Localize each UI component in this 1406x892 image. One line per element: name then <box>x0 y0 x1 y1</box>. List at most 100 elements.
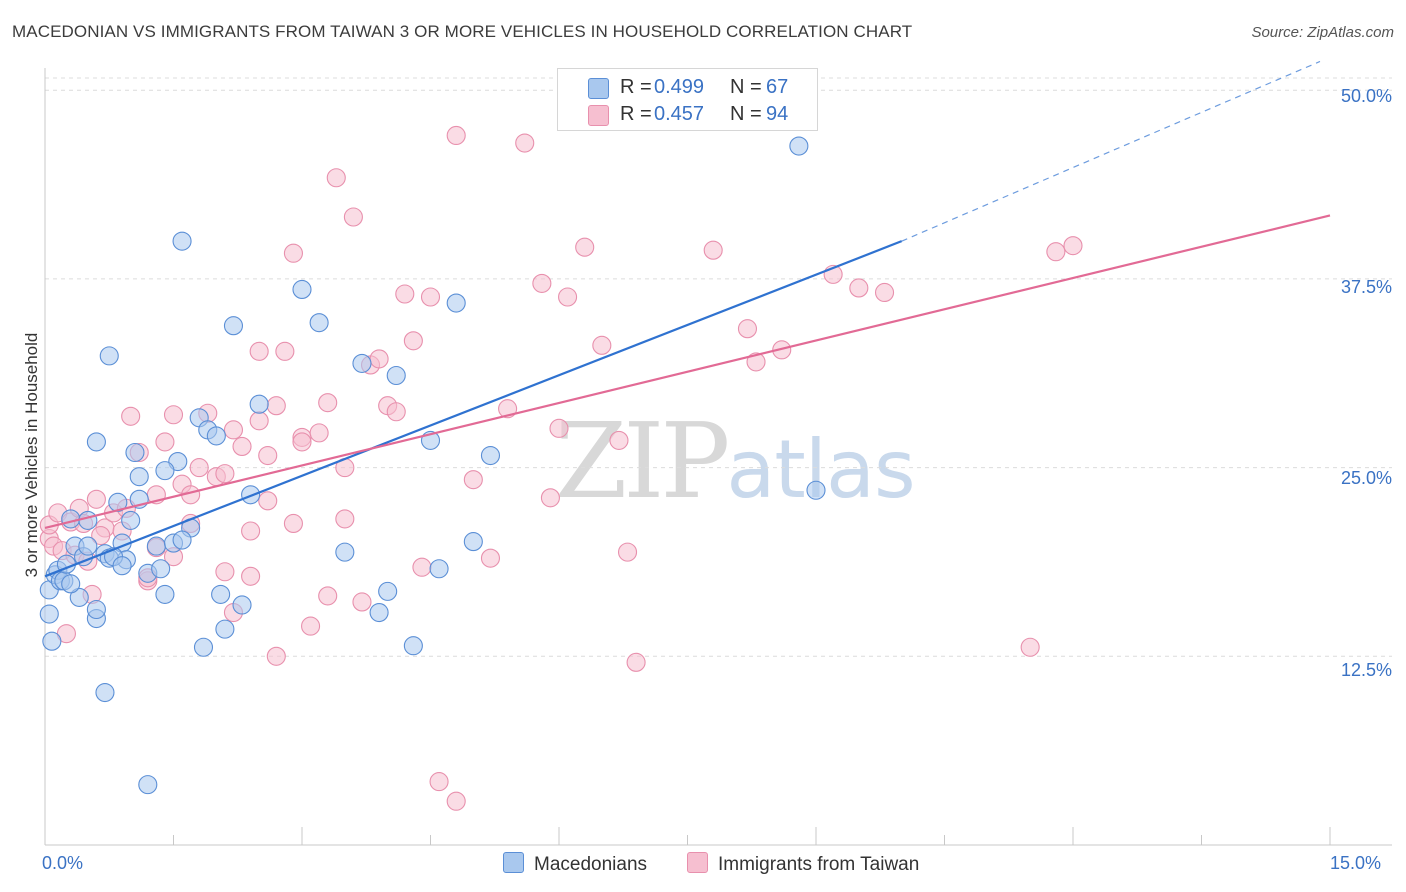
macedonian-point <box>69 587 89 607</box>
taiwan-point <box>215 464 235 484</box>
macedonian-point <box>223 316 244 336</box>
macedonian-point <box>352 353 372 373</box>
taiwan-point <box>163 405 184 425</box>
legend-item-taiwan[interactable]: Immigrants from Taiwan <box>687 852 919 876</box>
watermark-atlas: atlas <box>726 423 915 516</box>
taiwan-point <box>1063 236 1083 256</box>
y-axis-label: 3 or more Vehicles in Household <box>22 332 41 578</box>
taiwan-point <box>155 432 175 452</box>
x-tick-label-max: 15.0% <box>1330 853 1382 873</box>
macedonian-point <box>86 599 106 620</box>
macedonian-point <box>78 536 98 556</box>
macedonian-point <box>403 636 423 656</box>
macedonian-point <box>463 532 483 552</box>
taiwan-point <box>283 513 303 534</box>
taiwan-point <box>91 525 111 546</box>
watermark: ZIPatlas <box>555 400 916 522</box>
y-tick-label: 25.0% <box>1340 468 1392 488</box>
chart-title: MACEDONIAN VS IMMIGRANTS FROM TAIWAN 3 O… <box>12 22 913 41</box>
legend-swatch-pink <box>687 852 708 873</box>
taiwan-point <box>249 411 269 431</box>
taiwan-point <box>215 562 235 582</box>
macedonian-point <box>86 432 106 452</box>
macedonian-point <box>206 426 226 446</box>
taiwan-point <box>420 287 441 307</box>
taiwan-point <box>352 592 372 612</box>
taiwan-point <box>575 237 595 257</box>
taiwan-point <box>241 521 261 541</box>
macedonian-trend-line <box>44 240 903 578</box>
macedonian-trend-extension <box>901 60 1321 242</box>
macedonian-point <box>429 559 449 579</box>
y-tick-label: 37.5% <box>1340 277 1392 297</box>
y-tick-label: 50.0% <box>1340 86 1392 106</box>
n-label: N = <box>730 76 762 98</box>
n-label: N = <box>730 103 762 125</box>
macedonian-point <box>95 682 115 703</box>
taiwan-point <box>86 489 106 509</box>
macedonian-point <box>125 442 145 463</box>
legend-item-macedonians[interactable]: Macedonians <box>503 852 647 876</box>
taiwan-point <box>874 282 895 303</box>
taiwan-point <box>1046 242 1066 262</box>
taiwan-point <box>395 284 415 304</box>
macedonian-point <box>309 313 329 333</box>
r-value: 0.499 <box>654 76 705 98</box>
taiwan-point <box>446 125 466 146</box>
series-legend: Macedonians Immigrants from Taiwan <box>0 852 1406 878</box>
taiwan-point <box>609 430 629 450</box>
taiwan-point <box>463 470 483 490</box>
x-tick-label-min: 0.0% <box>42 853 84 873</box>
macedonian-point <box>292 279 312 300</box>
macedonian-point <box>172 530 192 550</box>
taiwan-point <box>1020 637 1040 657</box>
macedonian-point <box>61 509 81 529</box>
taiwan-point <box>592 335 612 355</box>
macedonian-point <box>112 556 132 576</box>
macedonian-point <box>193 637 214 657</box>
macedonian-point <box>386 365 406 386</box>
taiwan-point <box>403 331 423 351</box>
taiwan-point <box>343 207 363 227</box>
taiwan-trend-line <box>44 214 1331 530</box>
macedonian-point <box>155 461 175 481</box>
macedonian-point <box>369 602 389 623</box>
taiwan-point <box>703 240 723 260</box>
taiwan-point <box>266 396 286 416</box>
macedonian-point <box>78 510 98 530</box>
macedonian-point <box>172 231 192 251</box>
r-value: 0.457 <box>654 103 705 125</box>
macedonian-point <box>146 536 166 556</box>
taiwan-point <box>480 548 501 568</box>
macedonian-point <box>129 467 149 487</box>
taiwan-point <box>335 509 355 529</box>
macedonian-point <box>121 510 141 530</box>
taiwan-point <box>275 341 295 361</box>
taiwan-point <box>369 349 389 369</box>
macedonian-point <box>232 595 252 615</box>
taiwan-point <box>429 772 449 792</box>
n-value: 94 <box>766 103 789 125</box>
macedonian-point <box>138 775 158 795</box>
taiwan-point <box>292 432 312 452</box>
taiwan-point <box>301 616 321 636</box>
taiwan-point <box>189 458 209 478</box>
macedonian-point <box>806 480 826 500</box>
macedonian-point <box>335 542 355 562</box>
taiwan-point <box>558 287 578 307</box>
r-label: R = <box>620 76 652 98</box>
macedonian-point <box>39 604 59 624</box>
taiwan-point <box>386 402 406 422</box>
macedonian-point <box>211 584 231 604</box>
n-value: 67 <box>766 76 789 98</box>
legend-swatch-pink <box>588 105 609 126</box>
taiwan-point <box>515 133 535 153</box>
macedonian-point <box>151 559 171 579</box>
taiwan-point <box>498 399 518 419</box>
r-label: R = <box>620 103 652 125</box>
y-tick-label: 12.5% <box>1340 660 1392 680</box>
legend-label: Macedonians <box>534 854 648 875</box>
legend-swatch-blue <box>503 852 524 873</box>
taiwan-point <box>540 488 560 508</box>
